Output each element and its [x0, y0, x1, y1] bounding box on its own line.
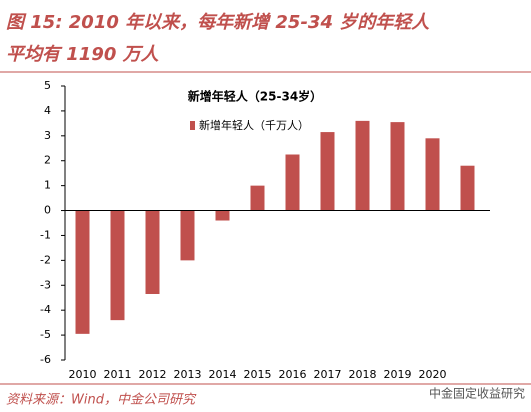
x-tick-label: 2010	[69, 368, 97, 381]
bar	[425, 138, 440, 211]
bar	[75, 210, 90, 334]
bar	[355, 120, 370, 211]
y-tick-label: -5	[40, 328, 51, 341]
y-tick-label: -3	[40, 278, 51, 291]
x-tick-label: 2018	[349, 368, 377, 381]
title-line: 图 15: 2010 年以来，每年新增 25-34 岁的年轻人	[6, 12, 430, 33]
x-tick-label: 2017	[314, 368, 342, 381]
bar	[390, 122, 405, 211]
bar	[250, 185, 265, 211]
x-tick-label: 2014	[209, 368, 237, 381]
x-tick-label: 2011	[104, 368, 132, 381]
bar	[180, 210, 195, 261]
bar	[110, 210, 125, 321]
x-tick-label: 2013	[174, 368, 202, 381]
watermark: 中金固定收益研究	[429, 386, 525, 401]
y-tick-label: -2	[40, 253, 51, 266]
y-tick-label: 2	[44, 154, 51, 167]
bar	[320, 132, 335, 211]
x-tick-label: 2016	[279, 368, 307, 381]
bar	[460, 165, 475, 211]
legend-label: 新增年轻人（千万人）	[199, 118, 309, 132]
x-tick-label: 2012	[139, 368, 167, 381]
y-tick-label: -4	[40, 303, 51, 316]
y-tick-label: -1	[40, 228, 51, 241]
bar	[285, 154, 300, 211]
y-tick-label: -6	[40, 353, 51, 366]
bar	[145, 210, 160, 294]
y-tick-label: 3	[44, 129, 51, 142]
chart-title: 新增年轻人（25-34岁）	[188, 89, 322, 104]
y-tick-label: 1	[44, 179, 51, 192]
x-tick-label: 2015	[244, 368, 272, 381]
legend-swatch	[190, 121, 195, 130]
y-tick-label: 4	[44, 104, 51, 117]
x-tick-label: 2019	[384, 368, 412, 381]
source: 资料来源：Wind，中金公司研究	[6, 392, 197, 408]
bar	[215, 210, 230, 221]
title-line: 平均有 1190 万人	[6, 44, 160, 65]
x-tick-label: 2020	[419, 368, 447, 381]
y-tick-label: 0	[44, 204, 51, 217]
y-tick-label: 5	[44, 79, 51, 92]
